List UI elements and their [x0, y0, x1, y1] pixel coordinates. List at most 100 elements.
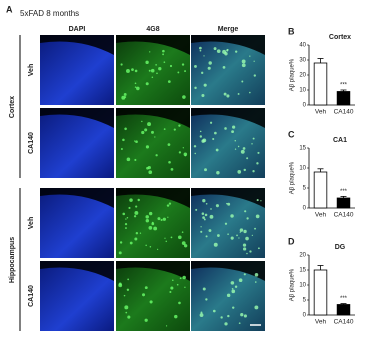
plaque — [205, 298, 208, 301]
plaque — [184, 244, 188, 248]
plaque — [241, 63, 246, 68]
plaque — [226, 293, 231, 298]
plaque — [244, 210, 247, 213]
plaque — [182, 147, 184, 149]
chart-title: CA1 — [333, 137, 347, 144]
plaque — [203, 218, 206, 221]
plaque — [120, 147, 123, 150]
plaque — [254, 305, 259, 310]
plaque — [150, 68, 155, 73]
plaque — [134, 69, 138, 73]
panel-label: A — [6, 4, 13, 14]
plaque — [141, 120, 143, 123]
tissue-edge — [116, 188, 190, 208]
plaque — [148, 69, 151, 72]
plaque — [177, 235, 182, 240]
plaque — [163, 128, 166, 130]
plaque — [194, 65, 197, 68]
plaque — [160, 218, 163, 222]
significance: *** — [340, 83, 348, 89]
plaque — [181, 63, 185, 66]
plaque — [204, 213, 208, 217]
plaque — [238, 278, 243, 283]
y-tick-label: 0 — [303, 206, 307, 212]
bar — [313, 62, 328, 106]
plaque — [201, 71, 204, 74]
plaque — [236, 234, 238, 237]
plaque — [133, 215, 137, 218]
plaque — [131, 68, 134, 72]
group-label: Hippocampus — [9, 237, 16, 283]
plaque — [178, 151, 182, 154]
y-axis-label: Aβ plaque% — [290, 161, 296, 194]
plaque — [145, 244, 147, 247]
plaque — [134, 237, 138, 241]
plaque — [242, 243, 247, 247]
panel-label: C — [288, 129, 295, 139]
plaque — [224, 127, 227, 130]
plaque — [158, 67, 162, 71]
y-tick-label: 40 — [299, 43, 306, 49]
y-tick-label: 20 — [299, 73, 306, 79]
plaque — [134, 158, 137, 161]
plaque — [241, 59, 246, 64]
plaque — [167, 143, 171, 147]
plaque — [179, 277, 182, 280]
plaque — [178, 301, 181, 305]
plaque — [126, 157, 131, 162]
plaque — [147, 122, 152, 127]
y-axis-label: Aβ plaque% — [290, 58, 296, 91]
plaque — [167, 216, 169, 218]
plaque — [231, 289, 236, 294]
tissue-edge — [40, 188, 114, 208]
plaque — [165, 325, 168, 327]
tissue-edge — [40, 35, 114, 55]
plaque — [205, 202, 208, 205]
plaque — [207, 66, 211, 70]
group-label: Cortex — [9, 96, 16, 118]
plaque — [173, 128, 176, 131]
plaque — [240, 313, 244, 317]
plaque — [230, 281, 235, 285]
x-tick-label: Veh — [315, 212, 327, 219]
tissue-edge — [40, 261, 114, 281]
y-tick-label: 5 — [303, 298, 307, 304]
x-tick-label: CA140 — [334, 109, 354, 116]
plaque — [157, 248, 159, 250]
plaque — [249, 250, 252, 253]
plaque — [134, 140, 136, 142]
plaque — [202, 216, 205, 219]
plaque — [203, 83, 207, 87]
tissue-edge — [191, 35, 265, 55]
plaque — [216, 49, 221, 54]
plaque — [241, 80, 244, 83]
plaque — [137, 198, 140, 202]
plaque — [193, 145, 197, 148]
plaque — [238, 237, 240, 239]
plaque — [139, 232, 142, 234]
x-tick-label: CA140 — [334, 212, 354, 219]
plaque — [176, 283, 179, 286]
plaque — [243, 314, 247, 318]
subtitle: 5xFAD 8 months — [20, 9, 79, 18]
plaque — [205, 235, 208, 238]
plaque — [208, 229, 212, 232]
plaque — [125, 311, 128, 314]
plaque — [199, 46, 202, 50]
plaque — [231, 130, 235, 134]
plaque — [181, 231, 184, 233]
plaque — [122, 212, 126, 216]
plaque — [254, 273, 259, 277]
plaque — [212, 309, 216, 313]
plaque — [238, 322, 241, 325]
plaque — [202, 199, 206, 203]
plaque — [194, 86, 197, 90]
plaque — [245, 236, 249, 241]
plaque — [148, 226, 153, 230]
plaque — [249, 91, 251, 94]
plaque — [182, 275, 186, 280]
plaque — [134, 82, 137, 85]
plaque — [170, 236, 173, 239]
plaque — [154, 136, 156, 138]
plaque — [149, 245, 152, 248]
